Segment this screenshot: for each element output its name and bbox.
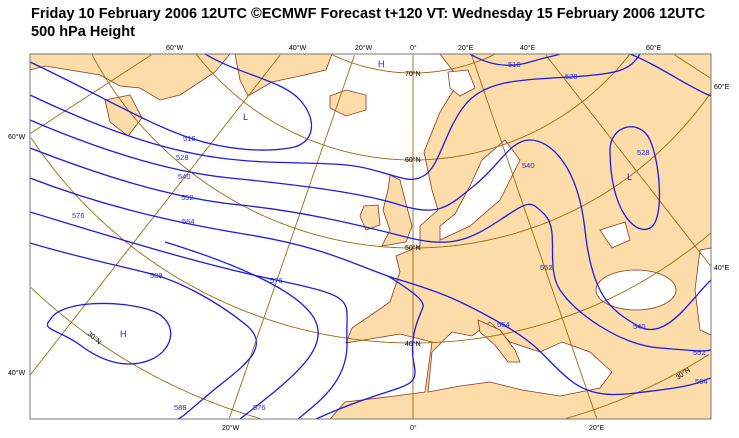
meridian-line [674,54,711,79]
contour-labels: 516 528 540 552 564 576 588 516 528 540 … [72,60,708,412]
land-layer [30,54,711,419]
contour-540-ne [629,54,711,97]
lon-labels-bottom: 20°W 0° 20°E [222,424,605,432]
sea-black [595,269,677,311]
contour-516 [30,54,313,151]
lon-label-right: 60°E [714,83,730,91]
contour-label: 540 [522,161,535,170]
map-frame [29,53,712,420]
contour-564-iberia [315,275,424,419]
contour-label: 564 [497,320,510,329]
land-ireland [359,204,381,231]
meridian-line [545,54,711,267]
contour-516-east [469,54,561,66]
contour-540 [30,119,711,331]
contour-label: 516 [183,134,196,143]
contour-label: 588 [150,271,163,280]
lat-label: 50°N [405,244,421,252]
contour-label: 528 [637,148,650,157]
lon-label: 20°W [355,44,373,52]
contour-label: 528 [176,153,189,162]
low-pressure-center: L [243,112,248,122]
sea-white [447,69,476,97]
land-greenland [234,54,333,97]
lat-label: 40°N [405,340,421,348]
sea-caspian [694,247,711,336]
low-pressure-center: L [627,172,632,182]
contour-564 [30,177,711,396]
latitude-circle [565,354,710,419]
pressure-centers: H L L H [120,59,632,339]
land-canada [30,54,231,101]
contour-label: 564 [695,377,708,386]
meridian-line [30,54,152,134]
sea-north [599,221,631,249]
lon-label: 40°E [520,44,536,52]
lon-label: 20°E [589,424,605,432]
latitude-circle [30,137,711,344]
meridian-line [30,54,281,376]
lat-label: 60°N [405,156,421,164]
sea-baltic [439,139,521,241]
lon-label: 20°E [458,44,474,52]
chart-title: Friday 10 February 2006 12UTC ©ECMWF For… [31,6,706,22]
lon-labels-top: 60°W 40°W 20°W 0° 20°E 40°E 60°E [166,44,662,52]
contour-label: 576 [253,403,266,412]
contour-label: 540 [178,172,191,181]
lon-label: 0° [410,424,417,432]
lon-label: 60°W [166,44,184,52]
contour-576 [30,211,348,419]
land-labrador [104,94,143,137]
contour-label: 516 [508,60,521,69]
latitude-circle [30,287,261,419]
contour-552 [30,147,711,352]
chart-subtitle: 500 hPa Height [31,24,135,40]
latitude-circle [91,54,711,249]
high-pressure-center: H [120,329,127,339]
graticule [30,54,711,419]
contours [30,54,711,419]
latitude-circle [331,54,495,74]
contour-label: 552 [693,348,706,357]
contour-label: 588 [174,403,187,412]
lat-label: 70°N [405,70,421,78]
contour-588 [30,242,258,419]
contour-label: 564 [182,217,195,226]
latitude-circle [195,54,631,161]
contour-528 [30,54,641,181]
contour-588-high [46,302,172,365]
contour-label: 576 [270,276,283,285]
contour-label: 540 [633,322,646,331]
land-italy [477,319,521,363]
land-iceland [329,89,367,117]
contour-label: 576 [72,211,85,220]
lon-label: 60°E [646,44,662,52]
contour-528-loop [609,126,661,230]
lon-label: 20°W [222,424,240,432]
land-great-britain [381,174,413,247]
contour-label: 528 [565,72,578,81]
contour-label: 552 [181,193,194,202]
contour-576-b [164,241,319,419]
high-pressure-center: H [378,59,385,69]
lon-label: 0° [410,44,417,52]
lon-label-right: 40°E [714,264,730,272]
contour-label: 552 [540,263,553,272]
lon-label: 40°W [289,44,307,52]
lon-label-left: 60°W [8,133,26,141]
lon-label-left: 40°W [8,369,26,377]
meridian-line [471,55,598,419]
